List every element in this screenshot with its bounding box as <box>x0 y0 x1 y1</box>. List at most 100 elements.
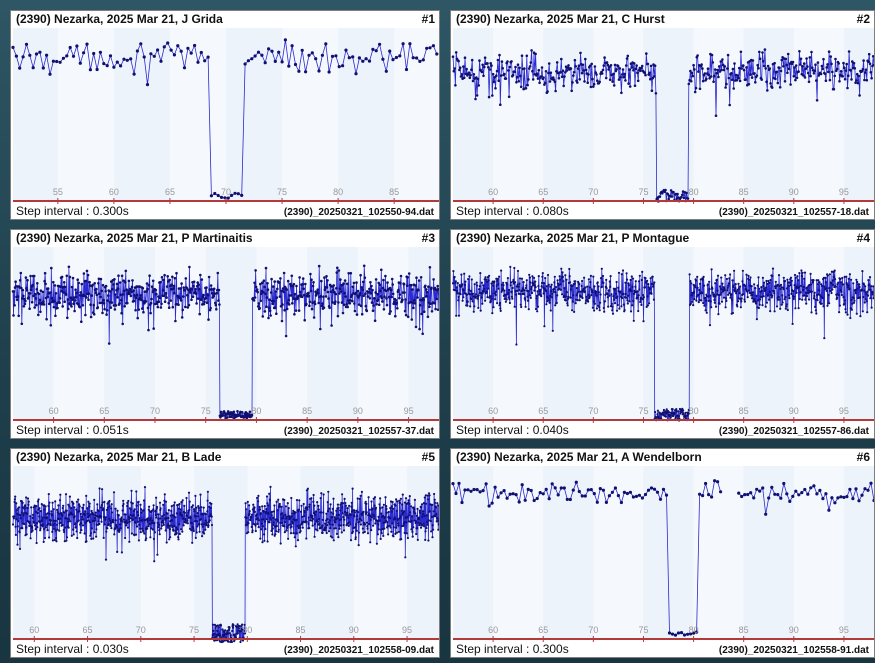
data-point <box>31 526 34 529</box>
data-point <box>165 517 169 520</box>
data-point <box>813 69 816 72</box>
data-point <box>355 281 358 284</box>
data-point <box>97 510 100 513</box>
data-point <box>143 486 147 489</box>
data-point <box>259 282 262 286</box>
data-point <box>458 66 462 69</box>
data-point <box>317 508 320 511</box>
data-point <box>126 521 129 524</box>
data-point <box>68 505 71 508</box>
data-point <box>576 292 579 295</box>
data-point <box>760 289 763 292</box>
data-point <box>786 52 790 56</box>
data-point <box>168 528 171 531</box>
data-point <box>846 313 849 316</box>
data-point <box>263 533 266 536</box>
data-point <box>726 286 729 289</box>
data-point <box>509 284 512 287</box>
x-tick-label: 80 <box>251 406 261 416</box>
data-point <box>122 518 125 521</box>
data-point <box>842 61 845 65</box>
data-point <box>583 80 586 83</box>
data-point <box>492 284 495 287</box>
data-point <box>188 527 192 530</box>
data-point <box>25 286 28 290</box>
data-point <box>61 523 64 527</box>
data-point <box>558 275 561 278</box>
data-point <box>261 281 264 284</box>
data-point <box>212 629 215 632</box>
data-point <box>800 274 803 278</box>
data-point <box>427 492 431 495</box>
data-point <box>185 496 188 500</box>
data-point <box>821 497 825 501</box>
data-point <box>202 293 205 297</box>
data-point <box>394 55 398 60</box>
data-point <box>108 301 111 304</box>
data-point <box>368 513 371 516</box>
data-point <box>830 282 833 285</box>
data-point <box>432 510 435 513</box>
data-point <box>406 516 409 519</box>
data-point <box>392 535 395 538</box>
data-point <box>307 53 311 57</box>
data-point <box>170 505 173 508</box>
data-point <box>456 292 459 295</box>
data-point <box>387 533 390 536</box>
data-point <box>386 281 389 284</box>
data-point <box>175 271 178 275</box>
data-point <box>134 308 137 312</box>
data-point <box>87 514 91 517</box>
data-point <box>151 519 154 522</box>
data-point <box>809 290 812 293</box>
data-point <box>425 527 428 530</box>
data-point <box>288 523 292 526</box>
data-point <box>334 300 337 303</box>
data-point <box>257 500 260 503</box>
data-point <box>548 294 552 298</box>
data-point <box>338 287 342 290</box>
data-point <box>423 514 426 517</box>
data-point <box>222 640 225 643</box>
data-point <box>519 303 522 306</box>
step-interval-label: Step interval : 0.040s <box>456 423 569 437</box>
data-point <box>266 288 270 291</box>
data-point <box>842 296 845 299</box>
data-point <box>177 303 180 306</box>
data-point <box>731 311 734 315</box>
data-point <box>599 277 603 280</box>
data-point <box>221 414 225 417</box>
data-point <box>66 520 70 523</box>
data-point <box>495 284 498 287</box>
data-point <box>326 501 329 504</box>
data-point <box>864 285 867 288</box>
data-point <box>824 281 827 284</box>
data-point <box>395 301 399 305</box>
data-point <box>702 275 705 278</box>
data-point <box>852 61 856 65</box>
data-point <box>95 287 98 291</box>
data-point <box>181 308 184 312</box>
data-point <box>13 515 16 518</box>
data-point <box>298 276 301 279</box>
data-point <box>412 510 416 513</box>
data-point <box>625 278 629 281</box>
data-point <box>410 528 413 531</box>
data-point <box>166 526 170 529</box>
data-point <box>821 67 824 71</box>
data-point <box>565 299 568 302</box>
data-point <box>866 488 870 492</box>
data-point <box>394 532 397 535</box>
data-point <box>92 51 96 56</box>
panel-number: #1 <box>421 12 435 26</box>
data-point <box>350 293 354 297</box>
data-point <box>716 68 719 72</box>
data-point <box>276 509 279 512</box>
data-point <box>18 506 21 509</box>
data-point <box>379 537 382 540</box>
data-point <box>22 514 25 517</box>
x-tick-label: 60 <box>488 187 498 197</box>
data-point <box>236 410 239 413</box>
data-point <box>624 281 627 284</box>
data-point <box>397 530 401 533</box>
